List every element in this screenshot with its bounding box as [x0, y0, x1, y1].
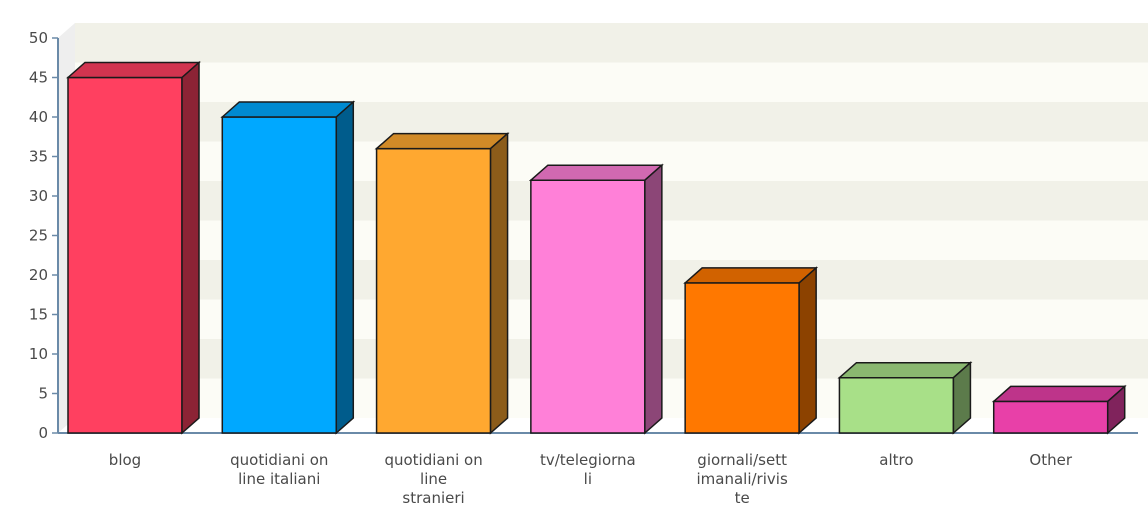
- x-category-label: blog: [109, 451, 141, 469]
- x-category-label: te: [735, 489, 750, 507]
- x-category-label: tv/telegiorna: [540, 451, 636, 469]
- bar-side: [181, 60, 200, 435]
- y-tick-label: 35: [29, 148, 48, 166]
- bar-front: [221, 116, 338, 434]
- bars: [66, 60, 1127, 435]
- bar: [991, 384, 1127, 435]
- y-tick-label: 45: [29, 69, 48, 87]
- bar-side: [335, 100, 355, 435]
- x-category-label: line italiani: [238, 470, 320, 488]
- y-tick-label: 40: [29, 108, 48, 126]
- bar-side: [798, 266, 817, 435]
- bar: [66, 60, 201, 435]
- y-tick-label: 50: [29, 29, 48, 47]
- y-tick-label: 15: [29, 306, 48, 324]
- bar-front: [530, 179, 646, 434]
- bar-top: [991, 385, 1127, 403]
- bar: [220, 100, 356, 435]
- bar-top: [528, 164, 664, 181]
- bar-top: [374, 132, 510, 150]
- x-category-label: line: [420, 470, 447, 488]
- grid-band: [75, 23, 1148, 63]
- bar: [374, 131, 510, 435]
- bar-side: [1106, 384, 1126, 435]
- bar-front: [838, 376, 955, 434]
- y-tick-label: 0: [38, 424, 48, 442]
- bar-front: [684, 282, 800, 434]
- x-category-label: quotidiani on: [384, 451, 482, 469]
- bar-side: [644, 163, 663, 435]
- y-tick-label: 30: [29, 187, 48, 205]
- bar-top: [220, 101, 356, 118]
- x-category-label: stranieri: [402, 489, 464, 507]
- bar-side: [489, 131, 509, 435]
- x-category-label: imanali/rivis: [697, 470, 788, 488]
- x-category-label: giornali/sett: [697, 451, 787, 469]
- bar-top: [837, 361, 973, 379]
- bar: [683, 266, 819, 435]
- bar-top: [683, 267, 819, 284]
- x-category-label: altro: [879, 451, 913, 469]
- x-category-label: quotidiani on: [230, 451, 328, 469]
- bar-front: [67, 76, 183, 434]
- bar-front: [992, 400, 1109, 434]
- y-tick-label: 25: [29, 227, 48, 245]
- bar-top: [66, 61, 201, 79]
- bar-side: [952, 361, 972, 435]
- grid-band: [75, 62, 1148, 102]
- x-category-label: li: [584, 470, 592, 488]
- y-tick-label: 5: [38, 385, 48, 403]
- bar: [528, 163, 664, 435]
- y-tick-label: 10: [29, 345, 48, 363]
- bar: [837, 361, 973, 435]
- y-tick-label: 20: [29, 266, 48, 284]
- x-category-label: Other: [1029, 451, 1072, 469]
- bar-front: [375, 147, 492, 434]
